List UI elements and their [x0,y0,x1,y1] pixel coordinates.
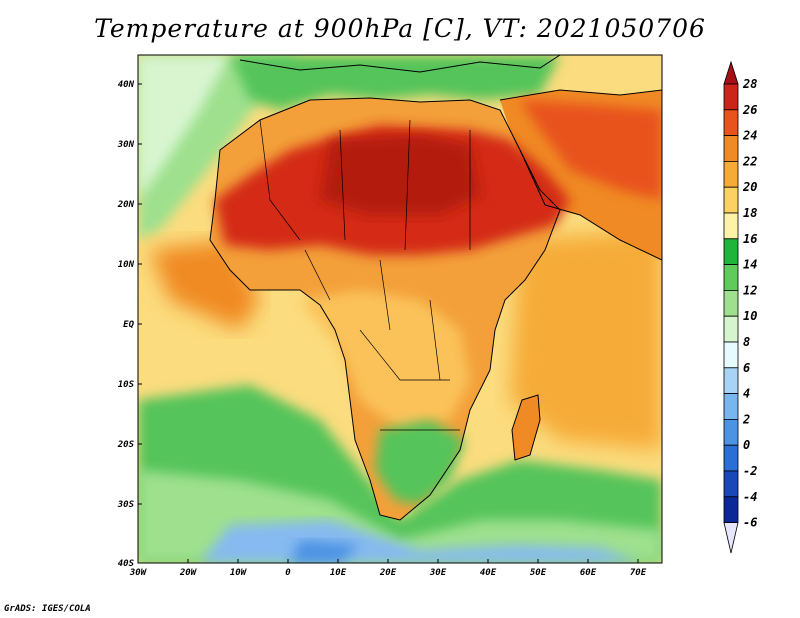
colorbar-segment [723,444,739,472]
country-borders [259,119,471,431]
colorbar-segment [723,212,739,240]
colorbar-segment [723,393,739,420]
lon-label: 20E [379,568,397,578]
middle-east-hot [520,100,662,200]
lat-label: 40N [118,80,135,90]
colorbar-top-arrow [723,60,739,85]
lon-label: 30E [429,568,447,578]
colorbar-label: 12 [743,283,757,297]
colorbar-segment [723,264,739,291]
colorbar-label: 6 [743,361,750,375]
africa-coastline [209,97,561,521]
lon-label: 10W [230,568,248,578]
colorbar-label: -2 [743,464,757,478]
colorbar-segment [723,83,739,111]
grads-credit: GrADS: IGES/COLA [4,604,91,614]
colorbar-segment [723,160,739,188]
sahara-hottest [320,135,480,215]
longitude-axis: 30W 20W 10W 0 10E 20E 30E 40E 50E 60E 70E [129,559,647,578]
colorbar-segment [723,418,739,446]
madagascar-coastline [511,394,541,461]
colorbar-label: -6 [743,516,757,530]
colorbar-segment [723,315,739,343]
colorbar-label: 26 [742,103,757,117]
colorbar-segment [723,367,739,394]
colorbar-label: 20 [742,180,757,194]
lon-label: 20W [179,568,198,578]
colorbar-label: 22 [742,154,757,168]
colorbar-segment [723,135,739,162]
colorbar-label: 24 [742,129,757,143]
colorbar-segment [723,186,739,214]
colorbar-segment [723,109,739,137]
europe-coastline [239,55,561,73]
southern-ocean-colder [290,540,360,563]
colorbar-label: 10 [743,309,757,323]
indian-ocean-warm [510,230,662,450]
central-africa-mild [300,290,470,430]
colorbar-label: 2 [742,412,750,426]
southern-africa-green [375,420,465,505]
lon-label: 50E [530,568,547,578]
colorbar-segment [723,289,739,317]
colorbar-label: 28 [742,77,757,91]
lat-label: 20N [117,200,135,210]
lat-label: 30S [117,500,135,510]
colorbar-label: -4 [743,490,757,504]
north-atlantic-cooler [138,55,230,200]
lat-label: 40S [118,559,135,569]
lat-label: 30N [117,140,135,150]
lon-label: 30W [129,568,148,578]
lon-label: 40E [480,568,497,578]
lon-label: 10E [330,568,347,578]
colorbar-label: 14 [743,258,757,272]
lon-label: 60E [580,568,597,578]
lat-label: 10N [118,260,135,270]
colorbar-bottom-arrow [723,522,739,554]
colorbar-label: 8 [743,335,750,349]
lon-label: 70E [630,568,647,578]
colorbar-segment [723,496,739,523]
colorbar-segment [723,238,739,266]
colorbar-label: 0 [743,438,750,452]
plot-frame [137,54,663,564]
colorbar-label: 18 [743,206,757,220]
lat-label: EQ [123,320,134,330]
arabia-coastline [499,89,662,261]
colorbar-segment [723,470,739,498]
colorbar-segment [723,341,739,369]
plot-area [138,55,662,563]
lon-label: 0 [285,568,291,578]
colorbar-label: 4 [743,387,750,401]
lat-label: 10S [118,380,135,390]
chart-title: Temperature at 900hPa [C], VT: 202105070… [94,14,706,43]
colorbar-label: 16 [743,232,757,246]
latitude-axis: 40N 30N 20N 10N EQ 10S 20S 30S 40S [117,80,142,569]
lat-label: 20S [117,440,135,450]
